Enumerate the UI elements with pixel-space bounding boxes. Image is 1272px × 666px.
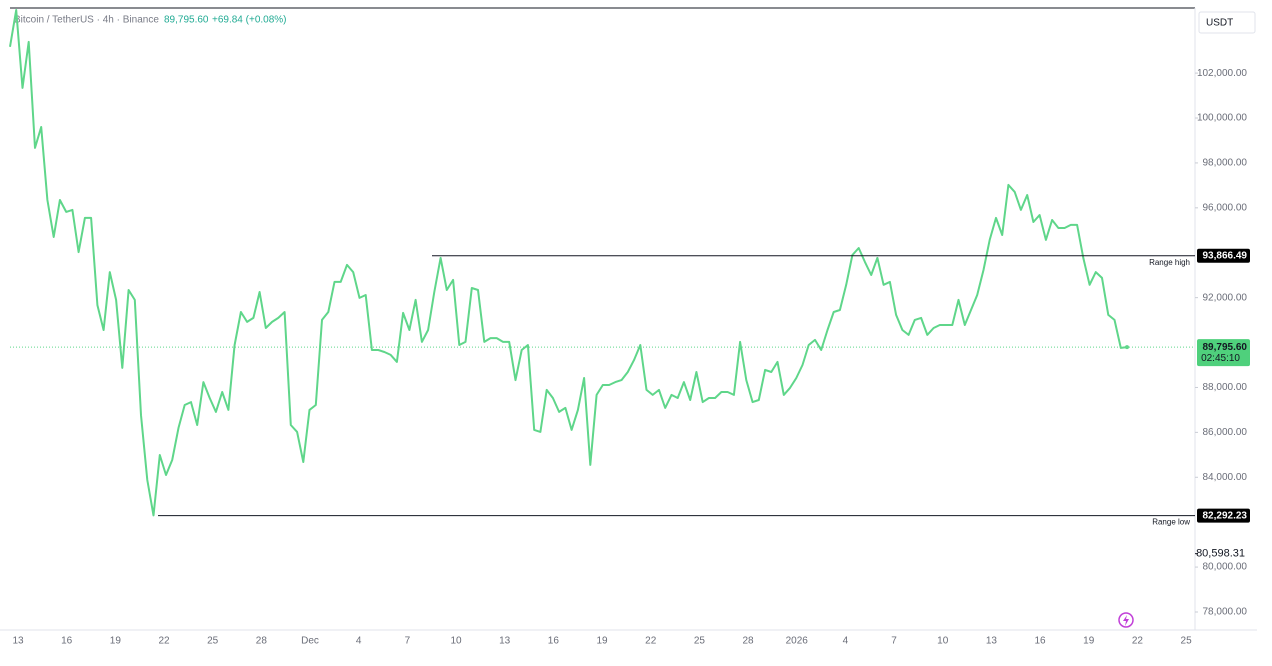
- range-price-box: [1197, 248, 1250, 263]
- y-tick-label: 98,000.00: [1203, 158, 1248, 169]
- x-tick-label: 13: [986, 636, 998, 647]
- last-price-dot: [1125, 345, 1129, 350]
- x-tick-label: 4: [356, 636, 362, 647]
- header-price: 89,795.60: [164, 15, 209, 26]
- range-text: Range high: [1149, 258, 1190, 267]
- x-tick-label: 4: [843, 636, 849, 647]
- y-tick-label: 84,000.00: [1203, 472, 1248, 483]
- last-price-box: [1197, 339, 1250, 367]
- lightning-bolt: [1123, 615, 1129, 626]
- marker-price-label: 80,598.31: [1196, 548, 1245, 560]
- x-tick-label: 13: [499, 636, 511, 647]
- countdown: 02:45:10: [1201, 353, 1240, 364]
- last-price-label: 89,795.60: [1203, 342, 1248, 353]
- lightning-icon[interactable]: [1118, 612, 1134, 628]
- y-tick-label: 86,000.00: [1203, 427, 1248, 438]
- x-tick-label: 2026: [786, 636, 809, 647]
- y-tick-label: 102,000.00: [1197, 68, 1247, 79]
- x-tick-label: 13: [12, 636, 24, 647]
- currency[interactable]: USDT: [1206, 18, 1233, 29]
- x-tick-label: 25: [207, 636, 219, 647]
- y-tick-label: 96,000.00: [1203, 202, 1248, 213]
- range-price-label: 82,292.23: [1203, 510, 1248, 521]
- x-tick-label: 10: [937, 636, 949, 647]
- x-tick-label: 28: [742, 636, 754, 647]
- x-tick-label: 16: [548, 636, 560, 647]
- price-line: [9, 9, 1128, 517]
- range-text: Range low: [1152, 518, 1190, 527]
- x-tick-label: 25: [694, 636, 706, 647]
- y-tick-label: 92,000.00: [1203, 292, 1248, 303]
- x-tick-label: 22: [158, 636, 170, 647]
- x-tick-label: 16: [61, 636, 73, 647]
- x-tick-label: 22: [645, 636, 657, 647]
- symbol-title: Bitcoin / TetherUS · 4h · Binance: [14, 15, 159, 26]
- range-price-label: 93,866.49: [1203, 250, 1248, 261]
- x-tick-label: 28: [256, 636, 268, 647]
- y-tick-label: 100,000.00: [1197, 113, 1247, 124]
- currency-box[interactable]: [1198, 11, 1256, 34]
- y-tick-label: 78,000.00: [1203, 607, 1248, 618]
- x-tick-label: 19: [596, 636, 608, 647]
- x-tick-label: 7: [891, 636, 897, 647]
- y-tick-label: 80,000.00: [1203, 562, 1248, 573]
- x-tick-label: 22: [1132, 636, 1144, 647]
- x-tick-label: 10: [450, 636, 462, 647]
- x-tick-label: 7: [405, 636, 411, 647]
- x-tick-label: 19: [1083, 636, 1095, 647]
- header-change: +69.84 (+0.08%): [212, 15, 287, 26]
- x-tick-label: 19: [110, 636, 122, 647]
- y-tick-label: 88,000.00: [1203, 382, 1248, 393]
- x-tick-label: 16: [1035, 636, 1047, 647]
- x-tick-label: Dec: [301, 636, 319, 647]
- range-price-box: [1197, 508, 1250, 523]
- x-tick-label: 25: [1181, 636, 1193, 647]
